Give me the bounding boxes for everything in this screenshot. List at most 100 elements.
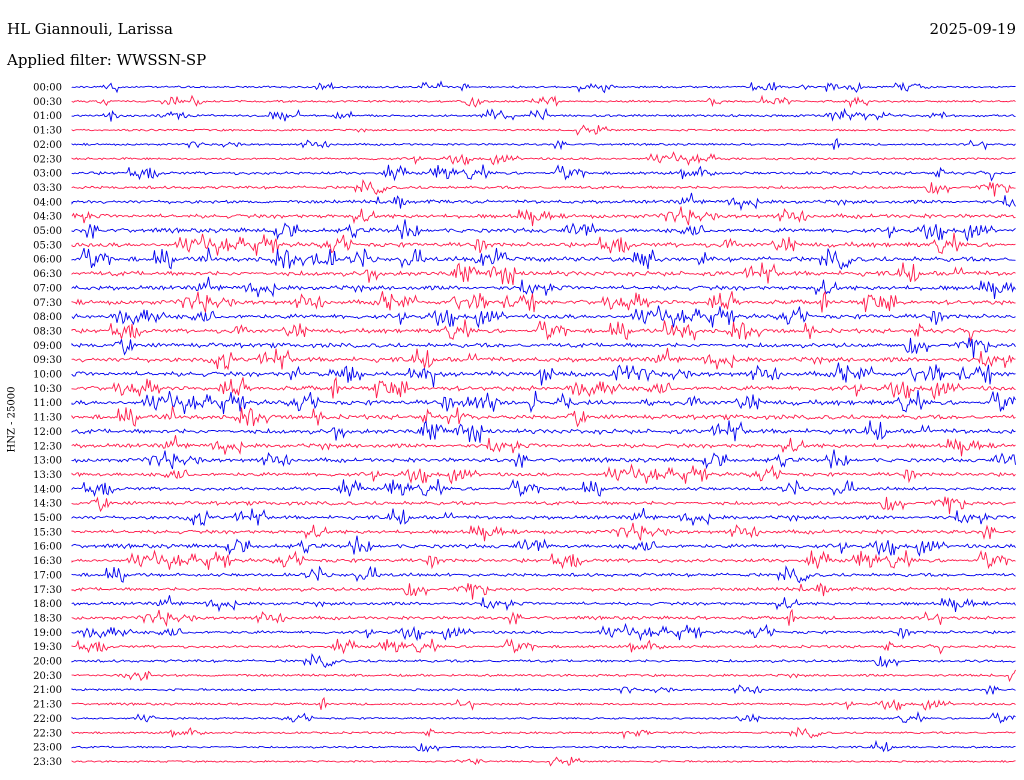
trace-2330 — [71, 756, 1016, 767]
trace-1000 — [71, 362, 1016, 388]
station-title: HL Giannouli, Larissa — [7, 20, 173, 38]
time-label: 08:30 — [33, 326, 62, 337]
time-label: 21:30 — [33, 700, 62, 711]
trace-0830 — [71, 319, 1016, 343]
trace-1030 — [71, 376, 1016, 401]
time-label: 09:30 — [33, 355, 62, 366]
time-label: 03:00 — [33, 169, 62, 180]
time-label: 13:30 — [33, 470, 62, 481]
trace-1530 — [71, 522, 1016, 542]
time-label: 04:00 — [33, 197, 62, 208]
trace-2200 — [71, 710, 1016, 724]
time-label: 17:30 — [33, 585, 62, 596]
time-label: 00:30 — [33, 97, 62, 108]
trace-0200 — [71, 137, 1016, 151]
time-label: 11:00 — [33, 398, 62, 409]
trace-2030 — [71, 669, 1016, 683]
time-label: 22:00 — [33, 714, 62, 725]
trace-2300 — [71, 739, 1016, 753]
trace-1600 — [71, 535, 1016, 557]
trace-0130 — [71, 124, 1016, 136]
time-label: 10:30 — [33, 384, 62, 395]
time-label: 22:30 — [33, 728, 62, 739]
time-label: 12:30 — [33, 441, 62, 452]
trace-0630 — [71, 262, 1016, 285]
time-label: 20:00 — [33, 657, 62, 668]
time-label: 16:00 — [33, 542, 62, 553]
time-label: 05:30 — [33, 240, 62, 251]
time-label: 08:00 — [33, 312, 62, 323]
time-label: 18:30 — [33, 613, 62, 624]
trace-0430 — [71, 206, 1016, 227]
time-label: 14:00 — [33, 484, 62, 495]
trace-1330 — [71, 463, 1016, 485]
trace-0230 — [71, 151, 1016, 167]
time-label: 07:00 — [33, 283, 62, 294]
trace-1730 — [71, 582, 1016, 600]
trace-0530 — [71, 232, 1016, 256]
time-label: 20:30 — [33, 671, 62, 682]
trace-0900 — [71, 337, 1016, 359]
trace-1830 — [71, 608, 1016, 628]
time-label: 07:30 — [33, 298, 62, 309]
trace-1700 — [71, 565, 1016, 584]
time-label: 16:30 — [33, 556, 62, 567]
time-label: 10:00 — [33, 370, 62, 381]
trace-0000 — [71, 80, 1016, 94]
time-label: 17:00 — [33, 570, 62, 581]
time-label: 03:30 — [33, 183, 62, 194]
time-label: 14:30 — [33, 499, 62, 510]
date-label: 2025-09-19 — [929, 20, 1016, 38]
trace-0800 — [71, 305, 1016, 329]
trace-1930 — [71, 638, 1016, 655]
time-label: 01:30 — [33, 126, 62, 137]
time-label: 15:00 — [33, 513, 62, 524]
time-label: 01:00 — [33, 111, 62, 122]
time-label: 15:30 — [33, 527, 62, 538]
trace-2100 — [71, 684, 1016, 696]
time-label: 19:30 — [33, 642, 62, 653]
trace-1130 — [71, 406, 1016, 428]
trace-1630 — [71, 549, 1016, 570]
time-label: 23:30 — [33, 757, 62, 768]
time-label: 06:30 — [33, 269, 62, 280]
time-label: 18:00 — [33, 599, 62, 610]
time-label: 21:00 — [33, 685, 62, 696]
trace-1800 — [71, 595, 1016, 613]
time-label: 13:00 — [33, 456, 62, 467]
time-label: 02:00 — [33, 140, 62, 151]
trace-0400 — [71, 192, 1016, 212]
trace-0600 — [71, 247, 1016, 270]
trace-0700 — [71, 276, 1016, 300]
time-label: 23:00 — [33, 743, 62, 754]
time-label: 02:30 — [33, 154, 62, 165]
trace-0030 — [71, 94, 1016, 109]
trace-1430 — [71, 496, 1016, 515]
trace-1900 — [71, 622, 1016, 642]
trace-0500 — [71, 219, 1016, 242]
trace-2000 — [71, 653, 1016, 669]
trace-1400 — [71, 478, 1016, 498]
trace-0930 — [71, 347, 1016, 371]
trace-1500 — [71, 507, 1016, 527]
trace-1230 — [71, 435, 1016, 457]
time-label: 00:00 — [33, 83, 62, 94]
time-label: 05:00 — [33, 226, 62, 237]
time-label: 12:00 — [33, 427, 62, 438]
time-label: 09:00 — [33, 341, 62, 352]
time-label: 11:30 — [33, 413, 62, 424]
trace-2130 — [71, 696, 1016, 712]
trace-0100 — [71, 107, 1016, 122]
time-label: 04:30 — [33, 212, 62, 223]
time-label: 06:00 — [33, 255, 62, 266]
trace-2230 — [71, 726, 1016, 740]
trace-0300 — [71, 164, 1016, 182]
trace-0730 — [71, 290, 1016, 313]
filter-label: Applied filter: WWSSN-SP — [7, 51, 207, 69]
trace-1100 — [71, 389, 1016, 415]
trace-1200 — [71, 420, 1016, 443]
time-label: 19:00 — [33, 628, 62, 639]
trace-1300 — [71, 449, 1016, 470]
trace-0330 — [71, 178, 1016, 197]
